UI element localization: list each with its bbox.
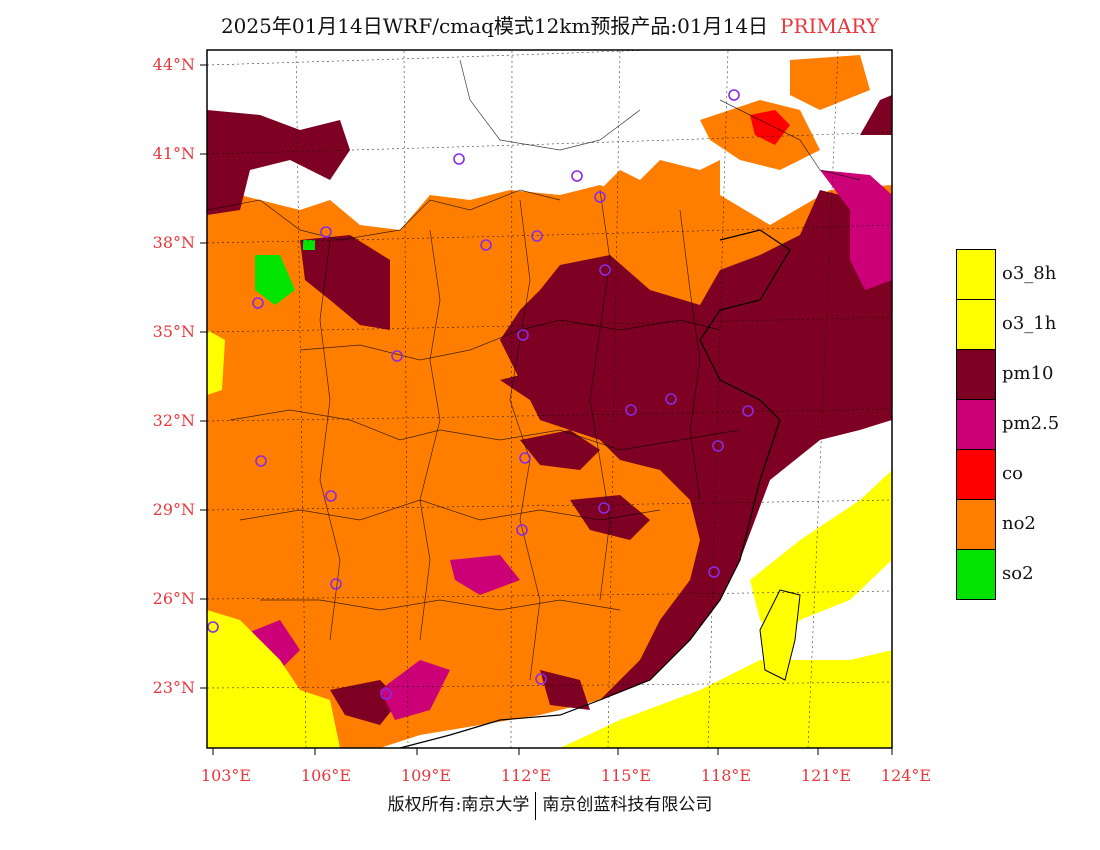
- legend-label: o3_1h: [1002, 313, 1057, 334]
- so2-region: [255, 255, 295, 305]
- lat-label-23: 23°N: [152, 678, 195, 697]
- lon-label-109: 109°E: [400, 766, 452, 785]
- legend-swatch: [956, 299, 996, 350]
- legend-label: co: [1002, 463, 1023, 484]
- lon-label-106: 106°E: [300, 766, 352, 785]
- lon-label-103: 103°E: [200, 766, 252, 785]
- lat-label-29: 29°N: [152, 500, 195, 519]
- footer-right-text: 南京创蓝科技有限公司: [542, 795, 713, 815]
- co-region: [750, 110, 790, 145]
- map-title: 2025年01月14日WRF/cmaq模式12km预报产品:01月14日 PRIM…: [0, 10, 1100, 39]
- o3-region: [207, 610, 340, 748]
- lat-label-41: 41°N: [152, 144, 195, 163]
- legend-swatch: [956, 349, 996, 400]
- lon-label-118: 118°E: [700, 766, 752, 785]
- lon-label-124: 124°E: [880, 766, 932, 785]
- legend-label: pm10: [1002, 363, 1054, 384]
- footer-left-text: 版权所有:南京大学: [387, 795, 530, 815]
- lon-label-115: 115°E: [600, 766, 652, 785]
- lat-label-44: 44°N: [152, 55, 195, 74]
- lat-label-35: 35°N: [152, 322, 195, 341]
- legend-swatch: [956, 399, 996, 450]
- pm25-region: [820, 170, 892, 290]
- copyright-footer: 版权所有:南京大学 南京创蓝科技有限公司: [0, 790, 1100, 820]
- legend-swatch: [956, 249, 996, 300]
- lon-label-112: 112°E: [500, 766, 552, 785]
- legend-label: pm2.5: [1002, 413, 1060, 434]
- lat-label-26: 26°N: [152, 589, 195, 608]
- title-text: 2025年01月14日WRF/cmaq模式12km预报产品:01月14日: [220, 14, 769, 38]
- legend-swatch: [956, 549, 996, 600]
- lon-label-121: 121°E: [800, 766, 852, 785]
- legend-label: o3_8h: [1002, 263, 1057, 284]
- pm10-region: [500, 190, 892, 700]
- footer-separator: [535, 791, 537, 820]
- legend-swatch: [956, 499, 996, 550]
- title-tag: PRIMARY: [780, 14, 880, 38]
- legend-swatch: [956, 449, 996, 500]
- legend-label: no2: [1002, 513, 1036, 534]
- lat-label-32: 32°N: [152, 411, 195, 430]
- legend-label: so2: [1002, 563, 1034, 584]
- taiwan-outline: [759, 589, 801, 681]
- lat-label-38: 38°N: [152, 233, 195, 252]
